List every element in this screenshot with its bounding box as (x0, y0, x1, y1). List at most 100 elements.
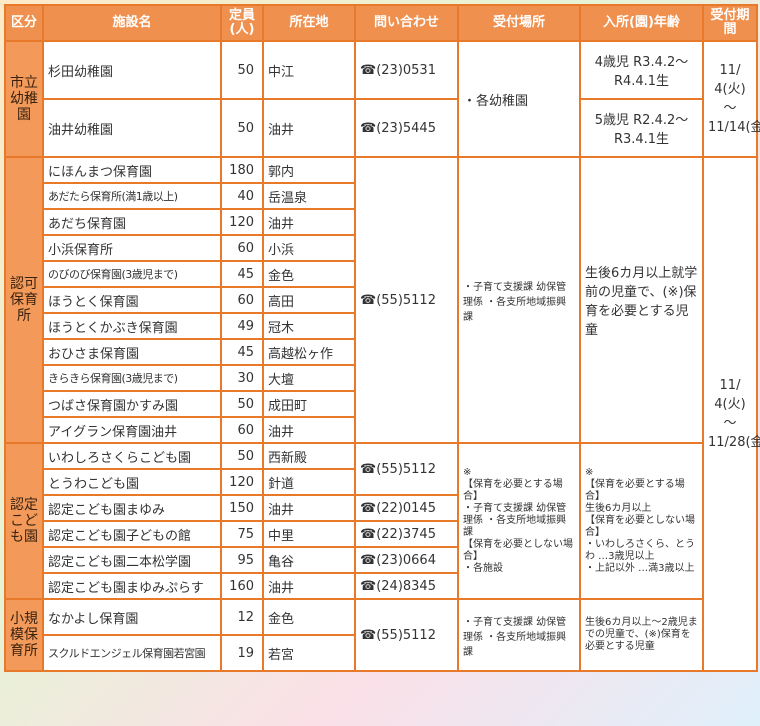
facility-name: ほうとく保育園 (42, 286, 222, 314)
phone-number: (55)5112 (376, 461, 436, 477)
note-body: ・いわしろさくら、とうわ …3歳児以上 (585, 539, 695, 562)
facility-name: 杉田幼稚園 (42, 40, 222, 100)
location: 小浜 (262, 234, 356, 262)
contact: ☎(55)5112 (354, 598, 459, 672)
period: 11/ 4(火) ～ 11/28(金) (702, 156, 760, 672)
table-row: 認定こども園まゆみぷらす 160 油井 ☎(24)8345 (5, 572, 757, 600)
table-row: 油井幼稚園 50 油井 ☎(23)5445 5歳児 R2.4.2～ R3.4.1生 (5, 98, 757, 158)
contact: ☎(22)0145 (354, 494, 459, 522)
facility-table: 区分 施設名 定員(人) 所在地 問い合わせ 受付場所 入所(園)年齢 受付期間… (4, 4, 760, 672)
facility-name: アイグラン保育園油井 (42, 416, 222, 444)
note-body: ・各施設 (463, 563, 503, 574)
location: 成田町 (262, 390, 356, 418)
location: 油井 (262, 572, 356, 600)
phone-icon: ☎ (360, 526, 377, 542)
capacity: 60 (220, 286, 264, 314)
phone-icon: ☎ (360, 62, 377, 78)
capacity: 60 (220, 416, 264, 444)
phone-number: (55)5112 (376, 627, 436, 643)
capacity: 12 (220, 598, 264, 636)
capacity: 60 (220, 234, 264, 262)
capacity: 50 (220, 390, 264, 418)
header-contact: 問い合わせ (354, 4, 459, 42)
note-mark: ※ (463, 467, 472, 478)
phone-number: (23)5445 (376, 120, 436, 136)
facility-name: つばさ保育園かすみ園 (42, 390, 222, 418)
contact: ☎(23)5445 (354, 98, 459, 158)
table-row: のびのび保育園(3歳児まで) 45 金色 (5, 260, 757, 288)
table-row: 小規模保育所 なかよし保育園 12 金色 ☎(55)5112 ・子育て支援課 幼保管理係 … (4, 598, 757, 672)
category-label: 市立幼稚園 (10, 75, 38, 123)
location: 金色 (262, 260, 356, 288)
contact: ☎(55)5112 (354, 156, 459, 444)
table-row: とうわこども園 120 針道 (5, 468, 757, 496)
table-row: 認可保育所 にほんまつ保育園 180 郭内 ☎(55)5112 ・子育て支援課 幼保管理係… (4, 156, 760, 672)
capacity: 45 (220, 338, 264, 366)
phone-number: (55)5112 (376, 292, 436, 308)
location: 高田 (262, 286, 356, 314)
note-body: ・子育て支援課 幼保管理係 ・各支所地域振興課 (463, 503, 567, 538)
capacity: 95 (220, 546, 264, 574)
facility-name: 認定こども園二本松学園 (42, 546, 222, 574)
phone-icon: ☎ (360, 578, 377, 594)
category-label: 認定こども園 (10, 497, 38, 545)
reception: ・子育て支援課 幼保管理係 ・各支所地域振興課 (457, 598, 581, 672)
facility-name: あだたら保育所(満1歳以上) (42, 182, 222, 210)
table-row: ほうとくかぶき保育園 49 冠木 (5, 312, 757, 340)
facility-name: いわしろさくらこども園 (42, 442, 222, 470)
table-row: 認定こども園 いわしろさくらこども園 50 西新殿 ☎(55)5112 ※ 【保育を必要とす… (4, 442, 757, 600)
location: 中江 (262, 40, 356, 100)
table-row: おひさま保育園 45 高越松ヶ作 (5, 338, 757, 366)
phone-icon: ☎ (360, 500, 377, 516)
note-body: ・上記以外 …満3歳以上 (585, 563, 695, 574)
reception: ※ 【保育を必要とする場合】 ・子育て支援課 幼保管理係 ・各支所地域振興課 【保育を… (457, 442, 581, 600)
capacity: 160 (220, 572, 264, 600)
table-row: 小浜保育所 60 小浜 (5, 234, 757, 262)
facility-name: 油井幼稚園 (42, 98, 222, 158)
facility-name: 認定こども園まゆみ (42, 494, 222, 522)
phone-icon: ☎ (360, 552, 377, 568)
table-row: 認定こども園二本松学園 95 亀谷 ☎(23)0664 (5, 546, 757, 574)
period: 11/ 4(火) ～ 11/14(金) (702, 40, 760, 158)
header-capacity: 定員(人) (220, 4, 264, 42)
location: 冠木 (262, 312, 356, 340)
facility-name: あだち保育園 (42, 208, 222, 236)
location: 若宮 (262, 634, 356, 672)
phone-number: (22)0145 (376, 500, 436, 516)
capacity: 40 (220, 182, 264, 210)
category-cell: 認定こども園 (4, 442, 44, 600)
facility-name: スクルドエンジェル保育園若宮園 (42, 634, 222, 672)
facility-name: きらきら保育園(3歳児まで) (42, 364, 222, 392)
note-heading: 【保育を必要とする場合】 (463, 479, 563, 502)
age: 生後6カ月以上～2歳児までの児童で、(※)保育を必要とする児童 (579, 598, 704, 672)
note-heading: 【保育を必要としない場合】 (585, 515, 695, 538)
facility-name: 小浜保育所 (42, 234, 222, 262)
header-location: 所在地 (262, 4, 356, 42)
phone-icon: ☎ (360, 120, 377, 136)
capacity: 45 (220, 260, 264, 288)
phone-number: (24)8345 (376, 578, 436, 594)
location: 岳温泉 (262, 182, 356, 210)
facility-name: おひさま保育園 (42, 338, 222, 366)
table-row: つばさ保育園かすみ園 50 成田町 (5, 390, 757, 418)
table-row: 認定こども園まゆみ 150 油井 ☎(22)0145 (5, 494, 757, 522)
capacity: 19 (220, 634, 264, 672)
location: 金色 (262, 598, 356, 636)
location: 西新殿 (262, 442, 356, 470)
capacity: 120 (220, 468, 264, 496)
note-body: 生後6カ月以上 (585, 503, 652, 514)
phone-number: (22)3745 (376, 526, 436, 542)
location: 郭内 (262, 156, 356, 184)
table-row: あだたら保育所(満1歳以上) 40 岳温泉 (5, 182, 757, 210)
facility-name: なかよし保育園 (42, 598, 222, 636)
phone-number: (23)0664 (376, 552, 436, 568)
capacity: 50 (220, 40, 264, 100)
phone-icon: ☎ (360, 461, 377, 477)
contact: ☎(22)3745 (354, 520, 459, 548)
capacity: 50 (220, 98, 264, 158)
phone-icon: ☎ (360, 292, 377, 308)
age: ※ 【保育を必要とする場合】 生後6カ月以上 【保育を必要としない場合】 ・いわしろさく… (579, 442, 704, 600)
location: 中里 (262, 520, 356, 548)
contact: ☎(23)0531 (354, 40, 459, 100)
location: 油井 (262, 208, 356, 236)
